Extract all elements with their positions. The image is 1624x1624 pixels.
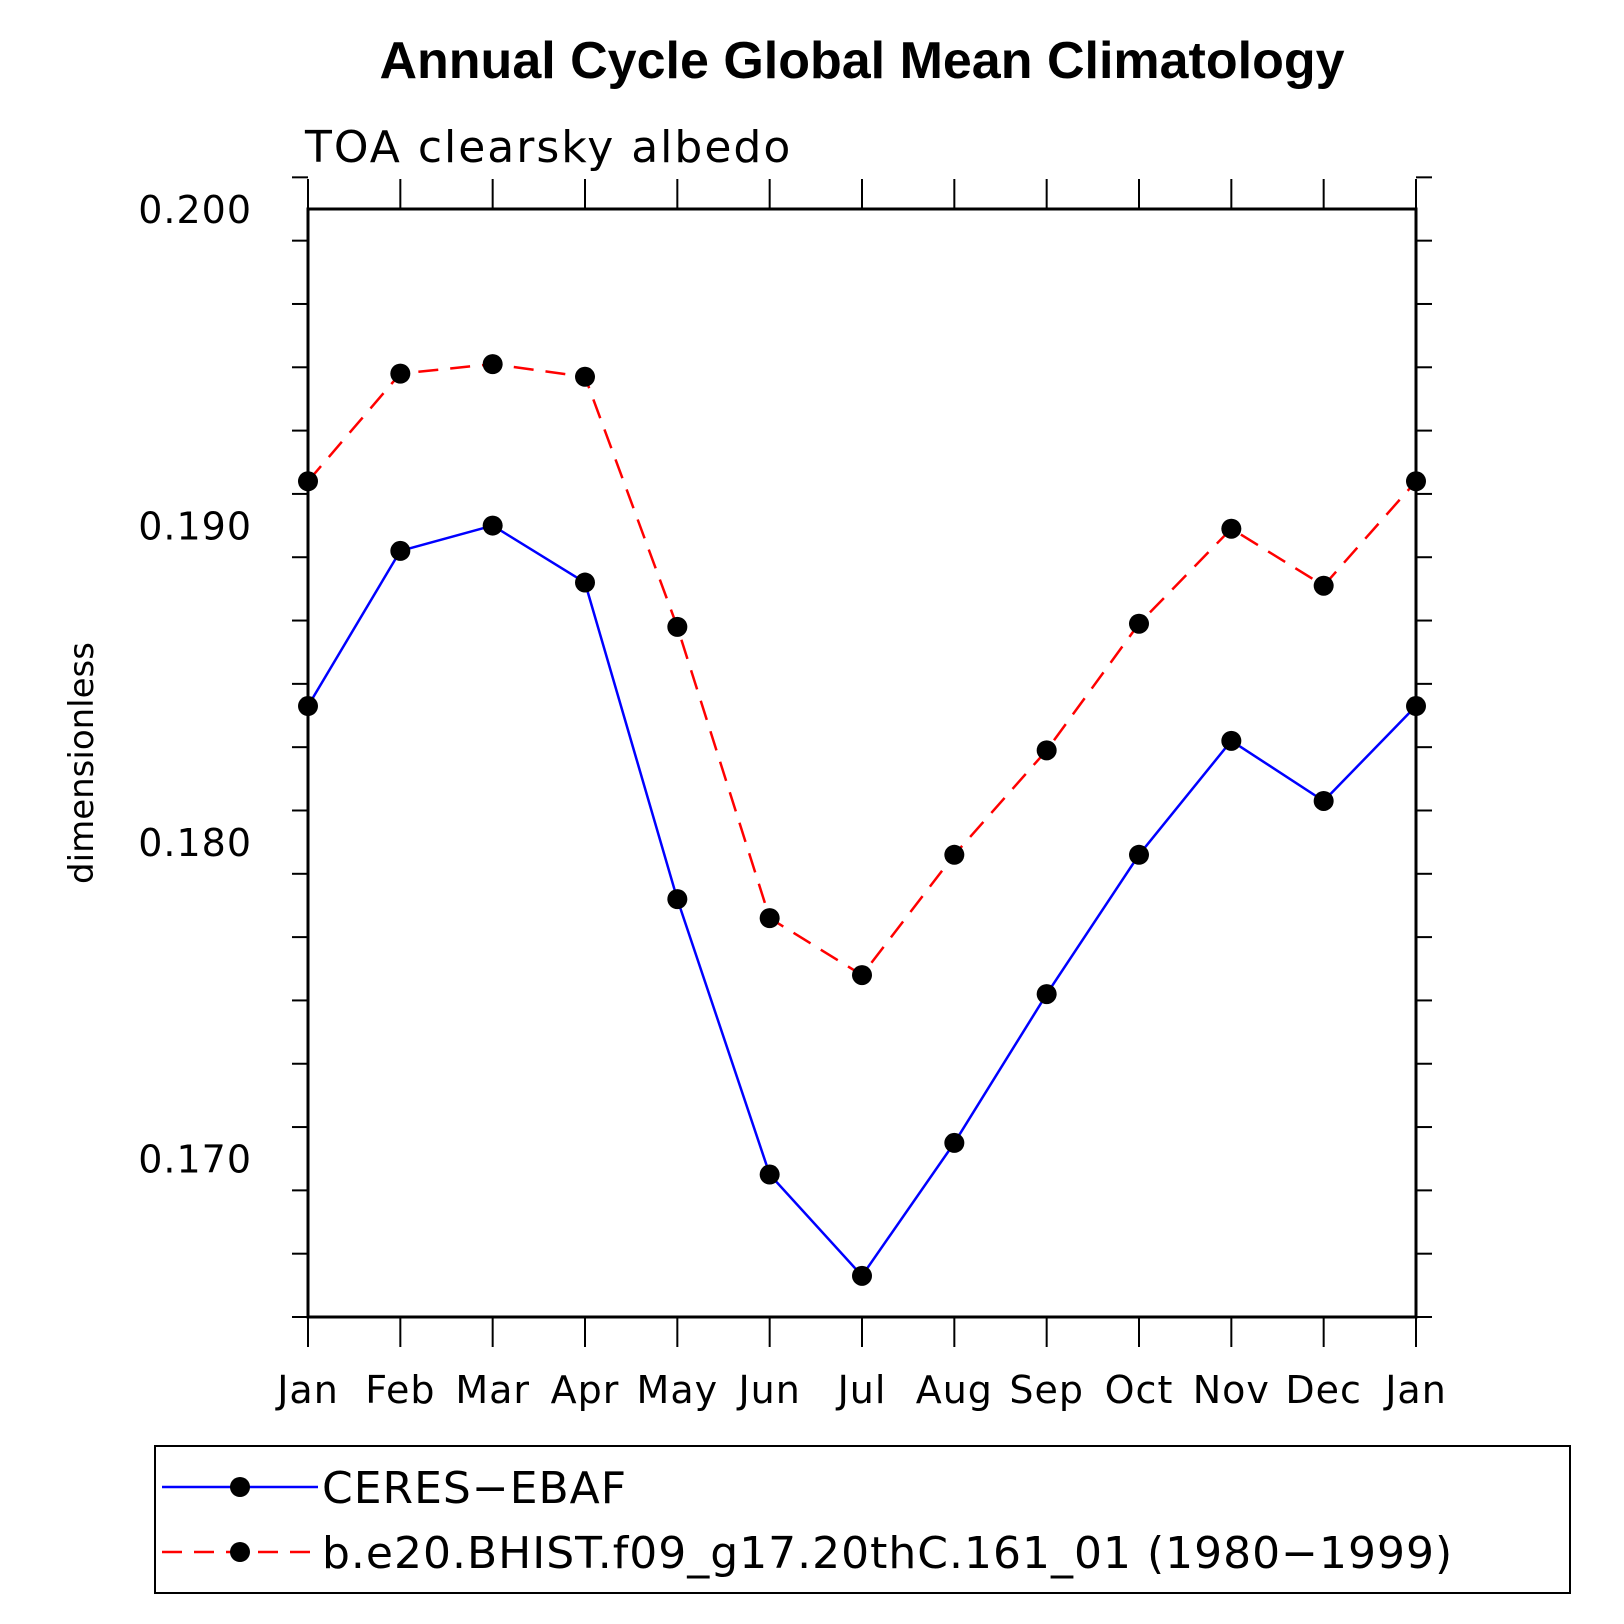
plot-frame (306, 207, 1418, 1319)
legend-label-ceres: CERES−EBAF (322, 1463, 627, 1514)
y-tick-label: 0.180 (138, 821, 252, 865)
y-axis-label: dimensionless (62, 642, 102, 884)
x-tick-label: Apr (551, 1368, 620, 1412)
data-point-ceres (390, 540, 411, 561)
data-point-ceres (759, 1164, 780, 1185)
y-tick-label: 0.200 (138, 188, 252, 232)
series-line-ceres (306, 524, 1417, 1278)
data-point-model (1129, 613, 1149, 634)
x-tick-label: Jan (1383, 1368, 1447, 1412)
data-point-ceres (944, 1132, 965, 1153)
x-tick-label: Aug (916, 1368, 993, 1412)
x-tick-label: Sep (1009, 1368, 1084, 1412)
x-tick-label: Jul (836, 1368, 887, 1412)
data-point-ceres (575, 572, 595, 593)
series-layer (298, 354, 1426, 1286)
legend-marker-model (230, 1542, 250, 1562)
x-tick-label: Nov (1193, 1368, 1270, 1412)
data-point-model (482, 354, 503, 375)
y-tick-label: 0.190 (138, 505, 252, 549)
data-point-model (1313, 575, 1334, 596)
data-point-model (944, 844, 965, 865)
y-tick-label: 0.170 (138, 1138, 252, 1182)
legend-marker-ceres (230, 1477, 250, 1497)
x-tick-labels: Jan Feb Mar Apr May Jun Jul Aug Sep Oct Nov Dec Jan (275, 1368, 1447, 1412)
legend-box (154, 1445, 1571, 1594)
chart-subtitle: TOA clearsky albedo (304, 122, 792, 173)
series-line-model (307, 362, 1417, 977)
x-tick-label: Oct (1105, 1368, 1174, 1412)
x-tick-label: Mar (455, 1368, 530, 1412)
data-point-ceres (667, 889, 688, 910)
data-point-ceres (1221, 730, 1242, 751)
data-point-ceres (1313, 790, 1334, 811)
x-tick-label: Dec (1285, 1368, 1362, 1412)
data-point-ceres (482, 515, 503, 536)
x-tick-label: Jan (275, 1368, 339, 1412)
data-point-model (1221, 518, 1242, 539)
legend: CERES−EBAF b.e20.BHIST.f09_g17.20thC.161… (154, 1445, 1571, 1594)
x-tick-label: Jun (736, 1368, 800, 1412)
data-point-ceres (1036, 984, 1057, 1005)
data-point-ceres (1129, 844, 1149, 865)
y-tick-labels: 0.170 0.180 0.190 0.200 (138, 188, 252, 1182)
x-tick-label: May (637, 1368, 719, 1412)
data-point-model (852, 965, 872, 986)
data-point-model (390, 363, 411, 384)
data-point-model (759, 908, 780, 929)
data-point-ceres (852, 1265, 872, 1286)
data-point-model (575, 366, 595, 387)
legend-label-model: b.e20.BHIST.f09_g17.20thC.161_01 (1980−1… (322, 1528, 1453, 1579)
axis-ticks (292, 176, 1432, 1347)
chart-title: Annual Cycle Global Mean Climatology (379, 32, 1344, 90)
x-tick-label: Feb (365, 1368, 435, 1412)
data-point-model (667, 616, 688, 637)
data-point-model (1036, 740, 1057, 761)
